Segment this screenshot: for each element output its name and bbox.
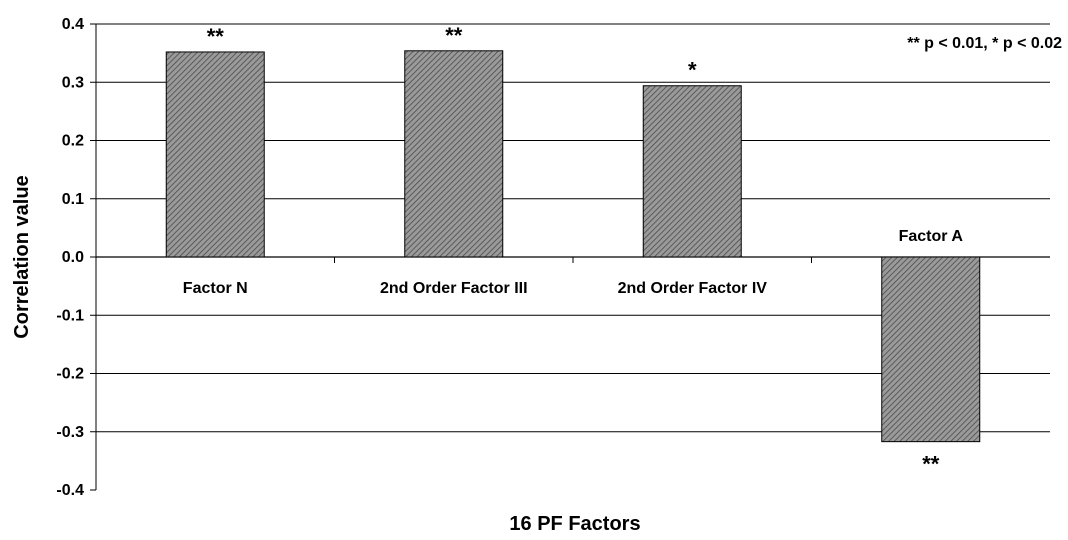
- bar-1: [404, 50, 504, 258]
- y-tick-label: 0.2: [62, 133, 84, 150]
- y-tick-label: -0.4: [56, 482, 84, 499]
- bar-0: [165, 51, 265, 258]
- significance-marker: **: [445, 23, 463, 48]
- y-tick-label: 0.4: [62, 16, 84, 33]
- labels: 0.4 0.3 0.2 0.1 0.0 -0.1 -0.2 -0.3 -0.4 Factor N *…: [56, 16, 963, 499]
- y-tick-label: 0.0: [62, 249, 84, 266]
- y-tick-label: -0.2: [56, 366, 84, 383]
- y-axis-title: Correlation value: [11, 175, 33, 338]
- category-label: Factor A: [899, 228, 964, 245]
- axes: [90, 23, 812, 491]
- y-tick-label: -0.3: [56, 424, 84, 441]
- category-label: 2nd Order Factor III: [380, 280, 528, 297]
- category-label: 2nd Order Factor IV: [618, 280, 768, 297]
- significance-legend: ** p < 0.01, * p < 0.02: [907, 35, 1062, 52]
- significance-marker: **: [207, 24, 225, 49]
- y-tick-label: 0.1: [62, 191, 84, 208]
- significance-marker: *: [688, 58, 697, 83]
- y-tick-label: 0.3: [62, 74, 84, 91]
- significance-marker: **: [922, 452, 940, 477]
- bars: [165, 50, 981, 443]
- bar-3: [881, 256, 981, 443]
- y-tick-label: -0.1: [56, 307, 84, 324]
- x-axis-title: 16 PF Factors: [509, 513, 640, 535]
- category-label: Factor N: [183, 280, 248, 297]
- bar-2: [642, 85, 742, 258]
